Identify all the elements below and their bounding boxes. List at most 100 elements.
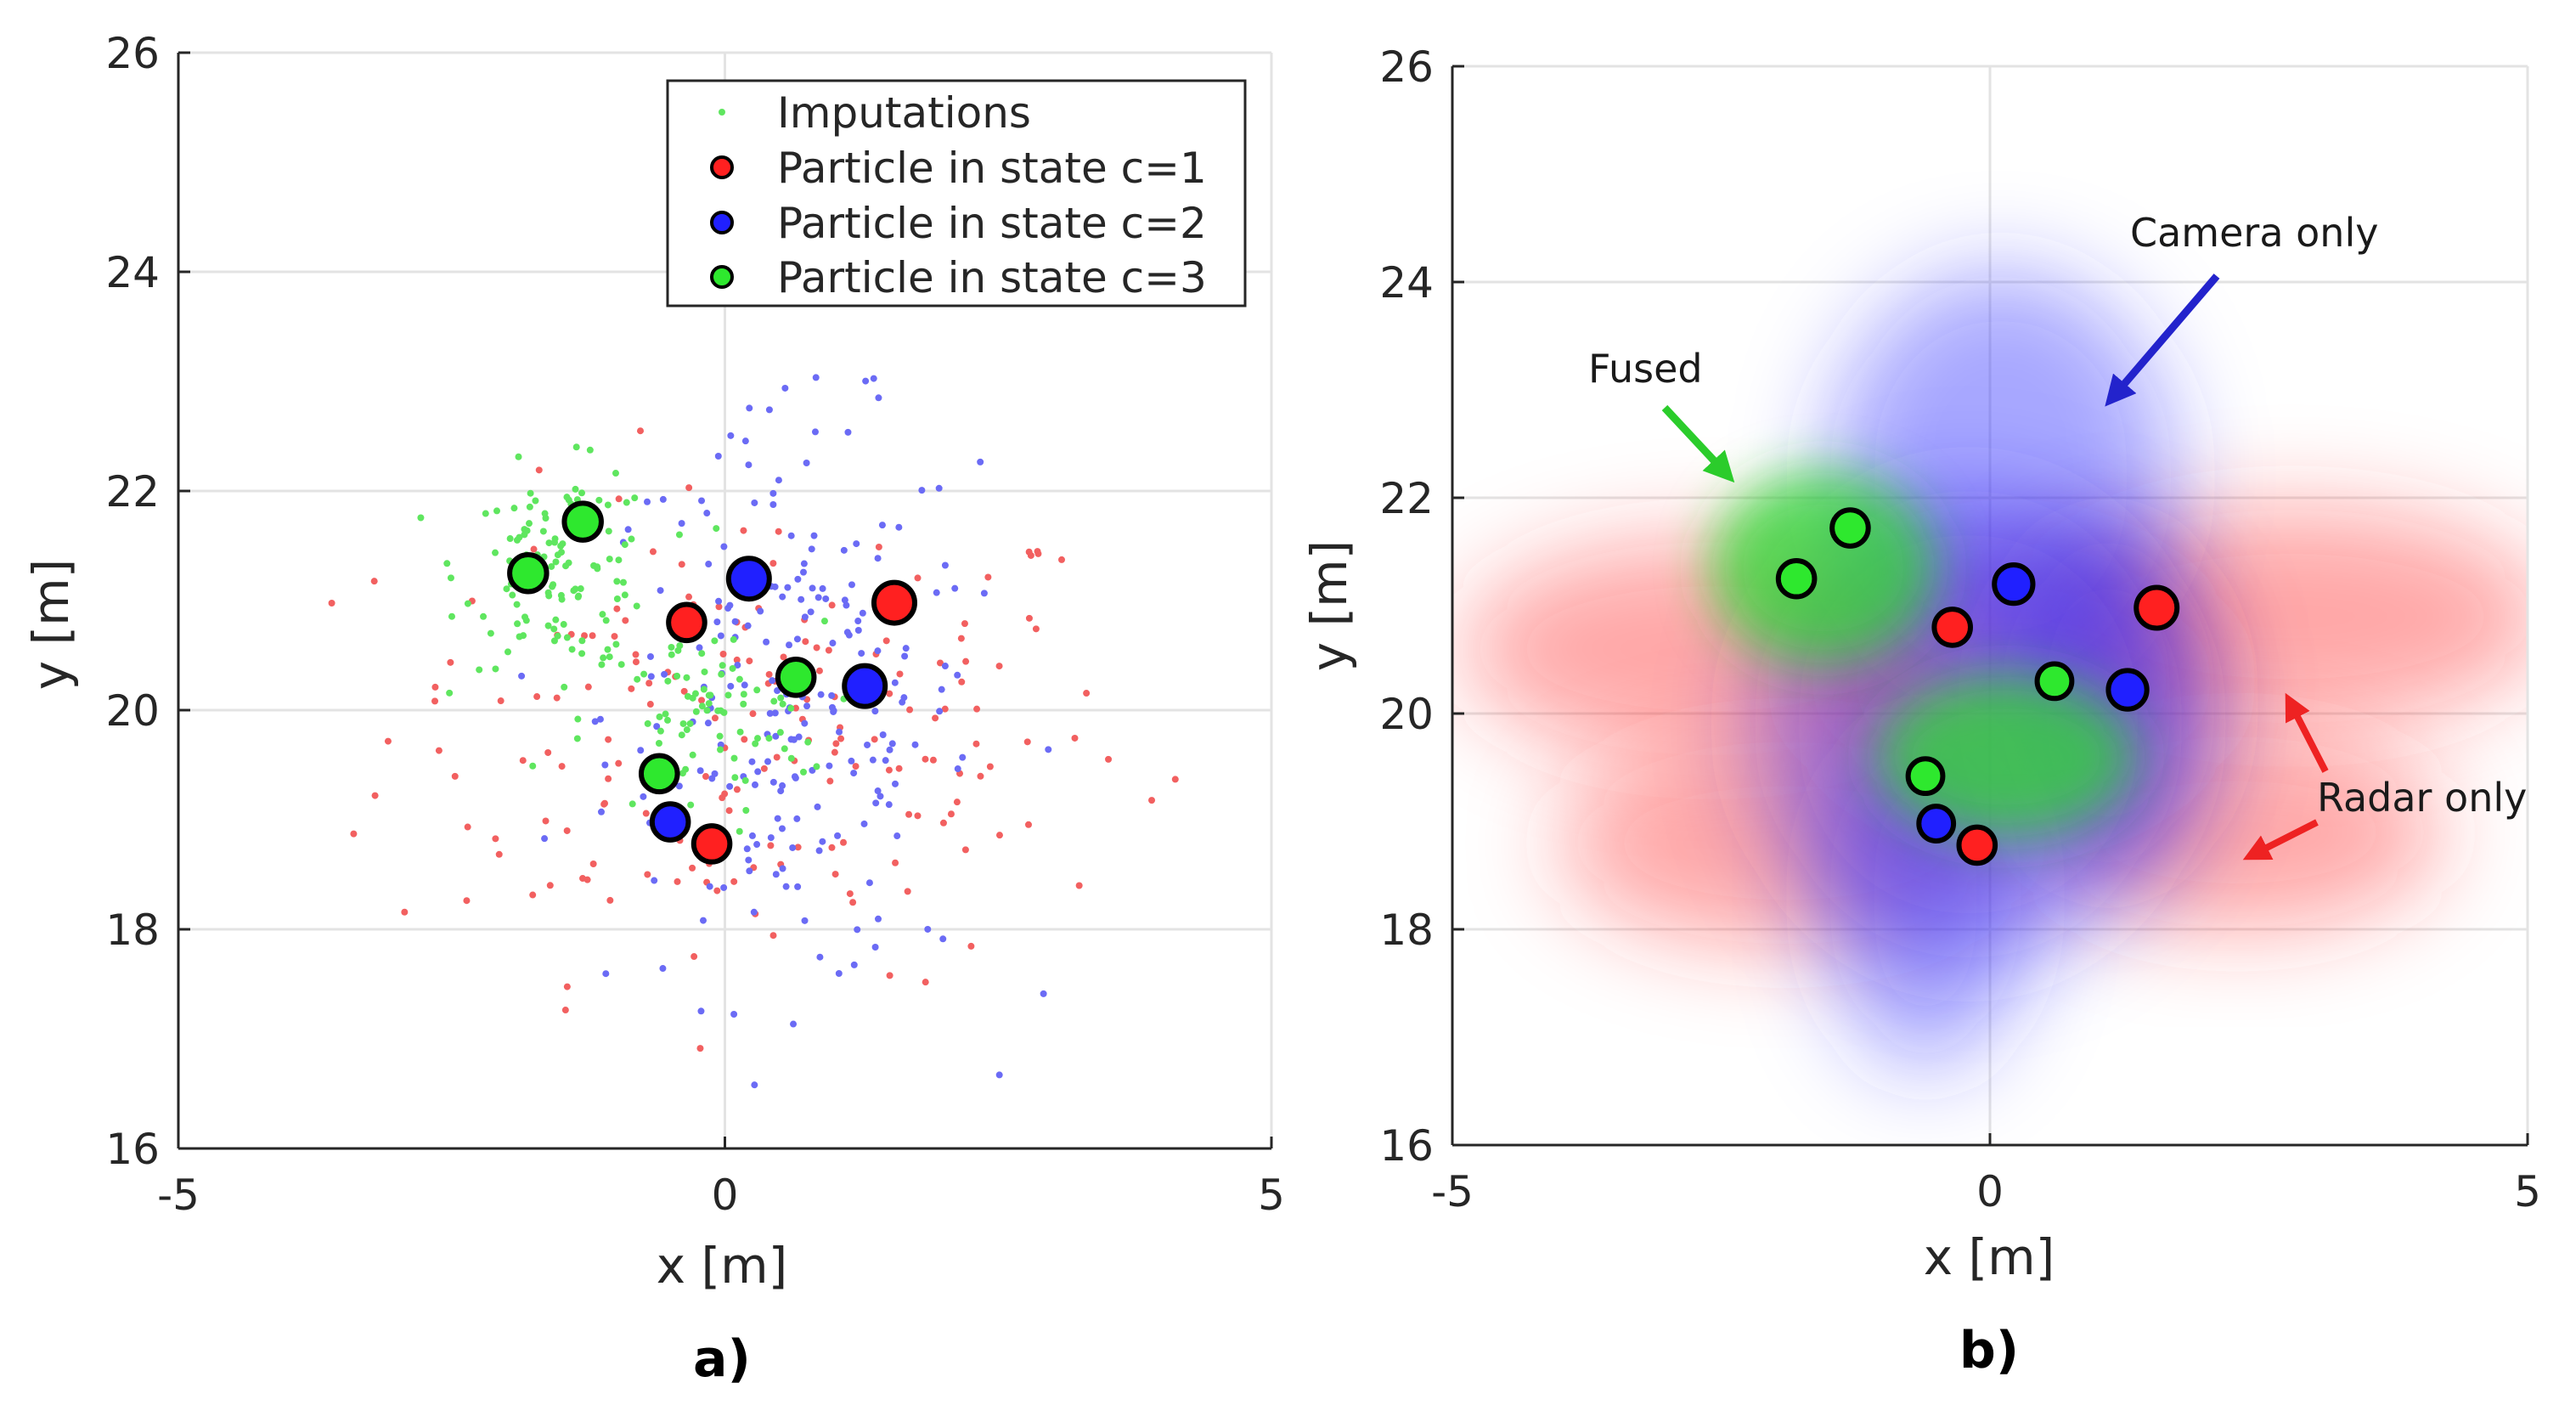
imputation-point (787, 754, 795, 762)
particles-a (507, 500, 917, 865)
imputation-point (900, 694, 908, 702)
imputation-point (611, 633, 618, 640)
imputation-point (544, 589, 552, 596)
imputation-point (716, 732, 724, 740)
imputation-point (661, 670, 668, 678)
imputation-point (733, 786, 741, 793)
imputation-point (871, 736, 878, 743)
imputation-point (792, 704, 800, 712)
imputation-point (589, 632, 596, 640)
imputation-point (779, 781, 786, 789)
imputation-point (807, 608, 815, 616)
imputation-point (1045, 746, 1052, 753)
imputation-point (961, 846, 969, 854)
imputation-point (939, 935, 947, 943)
imputation-point (726, 601, 734, 609)
imputation-point (754, 768, 762, 776)
ticks-a: -5 0 5 16 18 20 22 24 26 (105, 29, 1285, 1220)
imputation-point (834, 832, 842, 839)
imputation-point (637, 427, 645, 435)
imputation-point (464, 823, 471, 831)
imputation-point (561, 1007, 569, 1014)
imputation-point (557, 542, 565, 550)
particle-c2 (1916, 804, 1957, 844)
imputation-point (447, 658, 454, 666)
imputation-point (431, 683, 439, 691)
imputation-point (497, 697, 504, 705)
imputation-point (533, 693, 541, 701)
imputation-point (763, 638, 770, 646)
imputation-point (936, 659, 944, 667)
imputation-point (572, 485, 579, 493)
imputation-point (814, 803, 821, 810)
imputation-point (515, 453, 522, 460)
axes-a (177, 51, 1273, 1150)
imputation-point (791, 773, 798, 781)
density-regions (1463, 271, 2528, 1070)
panel-label-a: a) (693, 1329, 751, 1389)
annotation-radar-text: Radar only (2317, 775, 2527, 821)
imputation-point (803, 702, 811, 710)
y-axis-label-b: y [m] (1300, 540, 1358, 672)
y-tick-label: 18 (105, 906, 160, 955)
imputation-point (605, 775, 612, 782)
imputation-point (601, 799, 609, 807)
imputation-point (729, 664, 736, 672)
imputation-point (720, 883, 728, 891)
imputation-point (686, 719, 694, 727)
imputation-point (954, 671, 961, 679)
annotation-camera: Camera only (2105, 210, 2378, 407)
imputation-point (678, 520, 685, 528)
imputation-point (766, 709, 774, 717)
imputation-point (767, 834, 775, 842)
imputation-point (680, 687, 688, 695)
imputation-point (769, 560, 777, 567)
imputation-point (977, 772, 984, 780)
imputation-point (668, 651, 675, 658)
imputation-point (691, 690, 699, 697)
imputation-point (574, 593, 582, 601)
imputation-point (696, 644, 703, 652)
imputation-point (750, 908, 758, 916)
imputation-point (717, 632, 724, 640)
imputation-point (726, 782, 734, 790)
imputation-point (719, 650, 727, 657)
imputation-point (476, 666, 483, 674)
imputation-point (736, 675, 743, 683)
imputation-point (685, 593, 693, 601)
imputation-point (521, 531, 528, 539)
imputation-point (885, 801, 893, 809)
particle-c1 (1931, 607, 1973, 648)
imputation-point (572, 585, 579, 593)
x-tick-label: 5 (2514, 1167, 2541, 1216)
annotation-camera-arrow (2105, 274, 2220, 407)
imputation-point (565, 496, 572, 504)
imputation-point (604, 646, 612, 653)
imputation-point (530, 545, 538, 553)
imputation-point (516, 533, 523, 541)
imputation-point (518, 672, 526, 680)
imputation-point (727, 432, 735, 439)
particle-c3 (2034, 661, 2075, 702)
imputation-point (504, 648, 511, 656)
imputation-point (557, 591, 565, 599)
imputation-point (804, 738, 812, 746)
annotation-radar-arrow-upper (2285, 692, 2329, 773)
imputation-point (972, 740, 980, 748)
imputation-point (787, 532, 795, 539)
imputation-point (859, 609, 866, 617)
imputation-point (905, 810, 913, 818)
imputation-point (702, 773, 709, 781)
imputation-point (668, 643, 675, 651)
imputation-point (816, 953, 824, 961)
imputation-point (656, 713, 663, 720)
imputation-point (621, 591, 628, 599)
imputation-point (871, 708, 879, 715)
imputation-point (674, 877, 681, 885)
particle-c3 (775, 657, 817, 698)
imputation-point (711, 637, 719, 645)
imputation-point (730, 1011, 738, 1018)
imputation-point (623, 499, 630, 506)
imputation-point (719, 662, 726, 669)
